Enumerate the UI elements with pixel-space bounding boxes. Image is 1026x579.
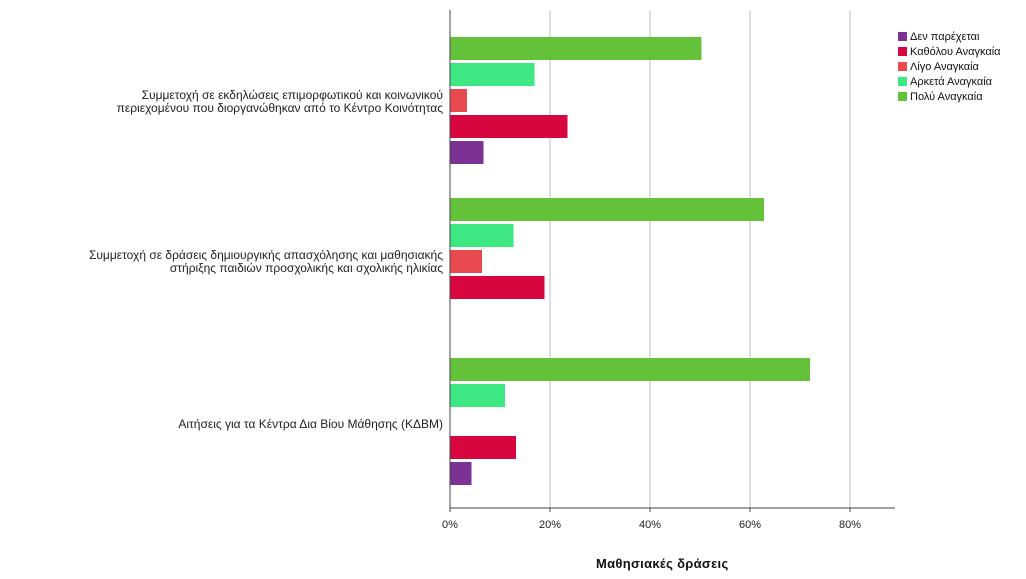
axes	[449, 10, 895, 509]
legend-swatch	[898, 77, 907, 86]
legend-label: Λίγο Αναγκαία	[910, 60, 979, 73]
x-tick-label: 80%	[839, 519, 861, 531]
bar	[450, 462, 472, 485]
x-axis-title: Μαθησιακές δράσεις	[596, 556, 729, 571]
legend-swatch	[898, 92, 907, 101]
bar	[450, 384, 505, 407]
legend-item: Πολύ Αναγκαία	[898, 89, 1001, 104]
legend-swatch	[898, 62, 907, 71]
legend-item: Λίγο Αναγκαία	[898, 59, 1001, 74]
bar	[450, 63, 535, 86]
gridlines	[549, 10, 851, 508]
bar	[450, 436, 516, 459]
legend-item: Δεν παρέχεται	[898, 29, 1001, 44]
bars	[450, 37, 810, 485]
category-label: Αιτήσεις για τα Κέντρα Δια Βίου Μάθησης …	[178, 416, 443, 431]
x-tick-label: 60%	[739, 519, 761, 531]
bar	[450, 89, 467, 112]
legend-swatch	[898, 47, 907, 56]
bar	[450, 141, 484, 164]
legend-label: Καθόλου Αναγκαία	[910, 45, 1001, 58]
legend-swatch	[898, 32, 907, 41]
bar	[450, 250, 482, 273]
bar	[450, 37, 702, 60]
category-label: Συμμετοχή σε δράσεις δημιουργικής απασχό…	[88, 248, 443, 275]
legend-item: Αρκετά Αναγκαία	[898, 74, 1001, 89]
legend-label: Δεν παρέχεται	[910, 30, 980, 43]
x-tick-label: 40%	[639, 519, 661, 531]
bar	[450, 115, 568, 138]
x-tick-labels: 0% 20% 40% 60% 80%	[442, 508, 861, 531]
x-tick-label: 0%	[442, 519, 458, 531]
bar	[450, 198, 764, 221]
bar	[450, 358, 810, 381]
legend-label: Αρκετά Αναγκαία	[910, 75, 993, 88]
x-tick-label: 20%	[539, 519, 561, 531]
bar	[450, 224, 514, 247]
legend-label: Πολύ Αναγκαία	[910, 90, 983, 103]
category-label: Συμμετοχή σε εκδηλώσεις επιμορφωτικού κα…	[116, 88, 443, 115]
legend: Δεν παρέχεται Καθόλου Αναγκαία Λίγο Αναγκα…	[898, 29, 1001, 104]
legend-item: Καθόλου Αναγκαία	[898, 44, 1001, 59]
bar	[450, 276, 545, 299]
